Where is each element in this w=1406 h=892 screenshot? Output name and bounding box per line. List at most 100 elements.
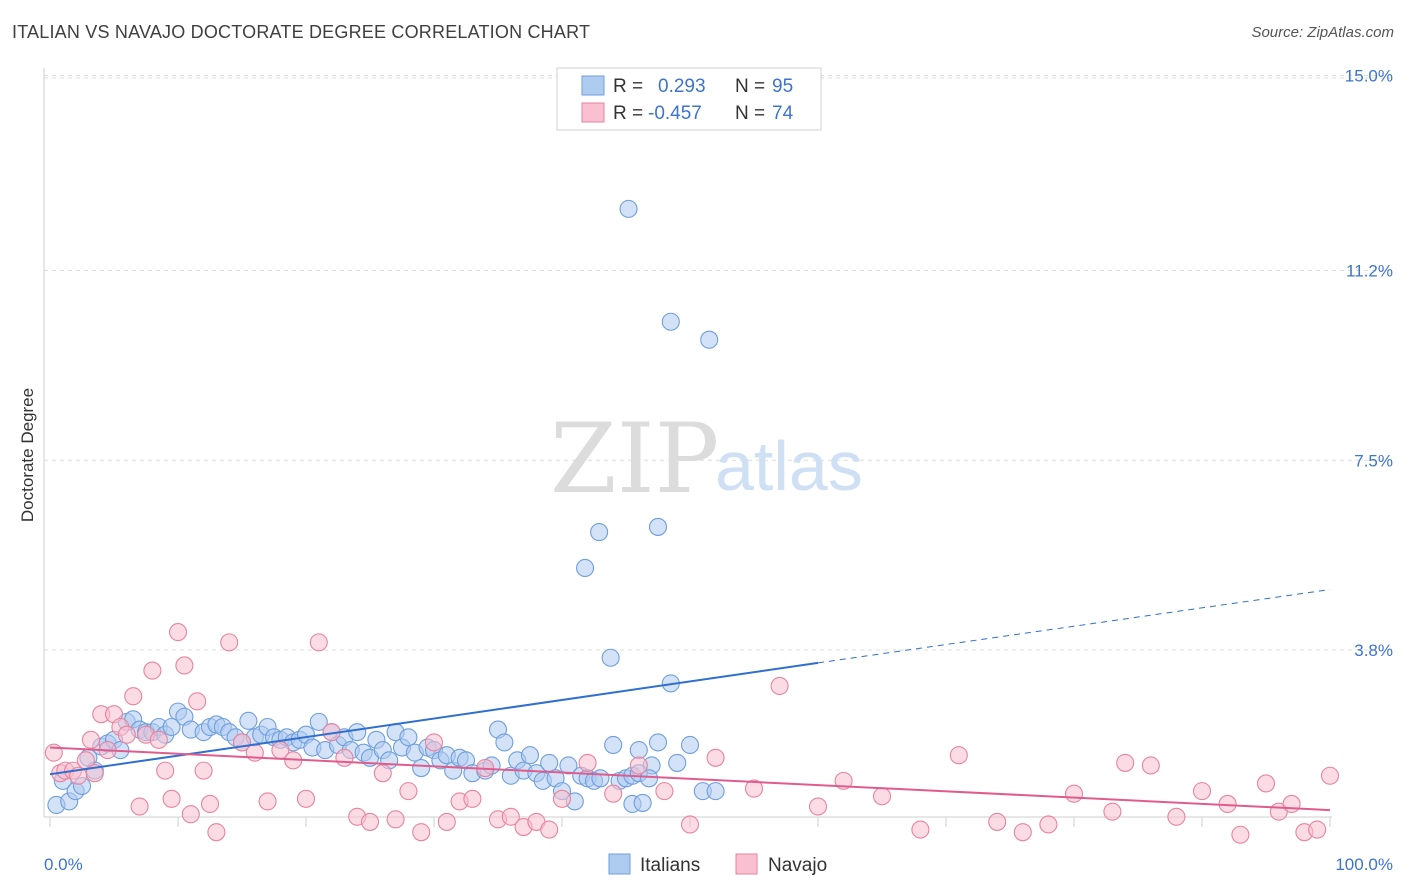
navajo-point-75[interactable] [1192, 782, 1212, 801]
series-legend-label-italians[interactable]: Italians [640, 855, 700, 876]
navajo-point-6[interactable] [81, 730, 101, 749]
italians-point-98[interactable] [633, 793, 652, 812]
navajo-point-62[interactable] [808, 797, 828, 816]
navajo-point-58[interactable] [680, 815, 700, 834]
series-legend-label-navajo[interactable]: Navajo [768, 855, 827, 876]
navajo-point-14[interactable] [130, 797, 149, 816]
navajo-point-25[interactable] [200, 794, 220, 814]
italians-point-72[interactable] [520, 746, 540, 765]
y-tick-label-1: 7.5% [1354, 451, 1393, 470]
navajo-point-43[interactable] [424, 733, 444, 752]
navajo-point-20[interactable] [168, 623, 188, 642]
italians-point-78[interactable] [559, 756, 578, 775]
navajo-point-74[interactable] [1167, 807, 1186, 826]
italians-point-54[interactable] [399, 728, 418, 747]
italians-point-93[interactable] [590, 523, 609, 542]
navajo-point-26[interactable] [207, 823, 226, 842]
navajo-point-68[interactable] [1013, 823, 1032, 842]
italians-point-92[interactable] [575, 558, 595, 578]
navajo-point-56[interactable] [629, 756, 648, 775]
navajo-point-27[interactable] [220, 633, 239, 652]
navajo-point-55[interactable] [604, 784, 623, 803]
italians-point-96[interactable] [619, 199, 638, 218]
navajo-point-57[interactable] [655, 782, 674, 801]
navajo-point-42[interactable] [412, 823, 431, 842]
italians-point-88[interactable] [629, 741, 648, 760]
italians-trend-extension [817, 589, 1331, 664]
italians-point-106[interactable] [706, 782, 725, 801]
italians-point-90[interactable] [648, 733, 668, 752]
navajo-point-72[interactable] [1116, 753, 1135, 772]
navajo-point-82[interactable] [1308, 820, 1327, 839]
navajo-point-73[interactable] [1141, 756, 1160, 775]
navajo-point-12[interactable] [117, 725, 136, 744]
navajo-point-34[interactable] [309, 633, 328, 652]
navajo-point-21[interactable] [175, 656, 194, 675]
navajo-point-59[interactable] [706, 748, 725, 767]
italians-point-102[interactable] [661, 312, 680, 331]
x-tick-label-1: 100.0% [1335, 855, 1393, 874]
navajo-point-13[interactable] [124, 687, 143, 706]
italians-point-29[interactable] [239, 711, 258, 730]
navajo-point-52[interactable] [540, 820, 559, 839]
navajo-point-40[interactable] [386, 810, 405, 829]
navajo-point-24[interactable] [194, 761, 213, 780]
navajo-trend-line [49, 746, 1331, 812]
italians-point-105[interactable] [700, 330, 719, 349]
y-tick-label-2: 11.2% [1346, 261, 1393, 280]
navajo-point-38[interactable] [360, 812, 380, 831]
navajo-point-16[interactable] [143, 661, 162, 680]
navajo-point-60[interactable] [744, 779, 764, 798]
navajo-point-71[interactable] [1103, 802, 1122, 821]
navajo-point-53[interactable] [552, 789, 572, 808]
navajo-point-54[interactable] [578, 753, 597, 772]
italians-point-75[interactable] [540, 753, 559, 772]
series-legend-swatch-italians[interactable] [608, 853, 631, 875]
navajo-point-61[interactable] [770, 676, 789, 696]
series-legend: Italians Navajo [608, 853, 827, 876]
navajo-point-65[interactable] [911, 820, 930, 839]
italians-point-18[interactable] [162, 717, 181, 737]
italians-point-103[interactable] [680, 735, 700, 755]
navajo-point-33[interactable] [296, 789, 316, 808]
series-legend-swatch-navajo[interactable] [735, 853, 758, 875]
navajo-point-18[interactable] [156, 761, 175, 780]
legend-r-label-italians: R = [613, 76, 643, 97]
navajo-point-64[interactable] [872, 787, 892, 806]
navajo-point-83[interactable] [1320, 766, 1340, 785]
navajo-point-77[interactable] [1231, 825, 1250, 844]
navajo-point-41[interactable] [399, 782, 418, 801]
italians-point-68[interactable] [495, 733, 514, 752]
navajo-point-78[interactable] [1256, 774, 1276, 793]
x-tick-labels: 0.0% 100.0% [44, 855, 1393, 874]
navajo-point-22[interactable] [181, 805, 200, 824]
italians-point-40[interactable] [309, 712, 328, 731]
chart-title: ITALIAN VS NAVAJO DOCTORATE DEGREE CORRE… [12, 22, 591, 42]
italians-point-56[interactable] [412, 758, 431, 778]
navajo-point-30[interactable] [258, 792, 277, 811]
y-axis-title: Doctorate Degree [18, 388, 37, 522]
navajo-point-0[interactable] [44, 743, 63, 762]
italians-point-100[interactable] [648, 517, 668, 536]
navajo-point-46[interactable] [463, 789, 482, 808]
navajo-point-23[interactable] [188, 692, 207, 711]
navajo-point-17[interactable] [149, 730, 168, 749]
italians-point-91[interactable] [668, 753, 687, 772]
italians-point-83[interactable] [591, 769, 610, 788]
navajo-point-49[interactable] [501, 807, 520, 826]
italians-point-84[interactable] [604, 735, 623, 755]
navajo-point-19[interactable] [162, 789, 181, 808]
navajo-point-69[interactable] [1039, 815, 1058, 834]
navajo-point-67[interactable] [988, 812, 1007, 831]
y-tick-labels: 3.8% 7.5% 11.2% 15.0% [1345, 67, 1393, 661]
navajo-point-44[interactable] [437, 812, 456, 831]
navajo-point-66[interactable] [949, 746, 968, 765]
navajo-point-39[interactable] [373, 764, 392, 783]
italians-point-99[interactable] [639, 769, 659, 788]
navajo-point-70[interactable] [1064, 784, 1084, 803]
italians-point-46[interactable] [348, 723, 367, 742]
navajo-point-80[interactable] [1282, 794, 1301, 814]
navajo-point-36[interactable] [335, 748, 354, 767]
italians-point-94[interactable] [601, 648, 620, 667]
